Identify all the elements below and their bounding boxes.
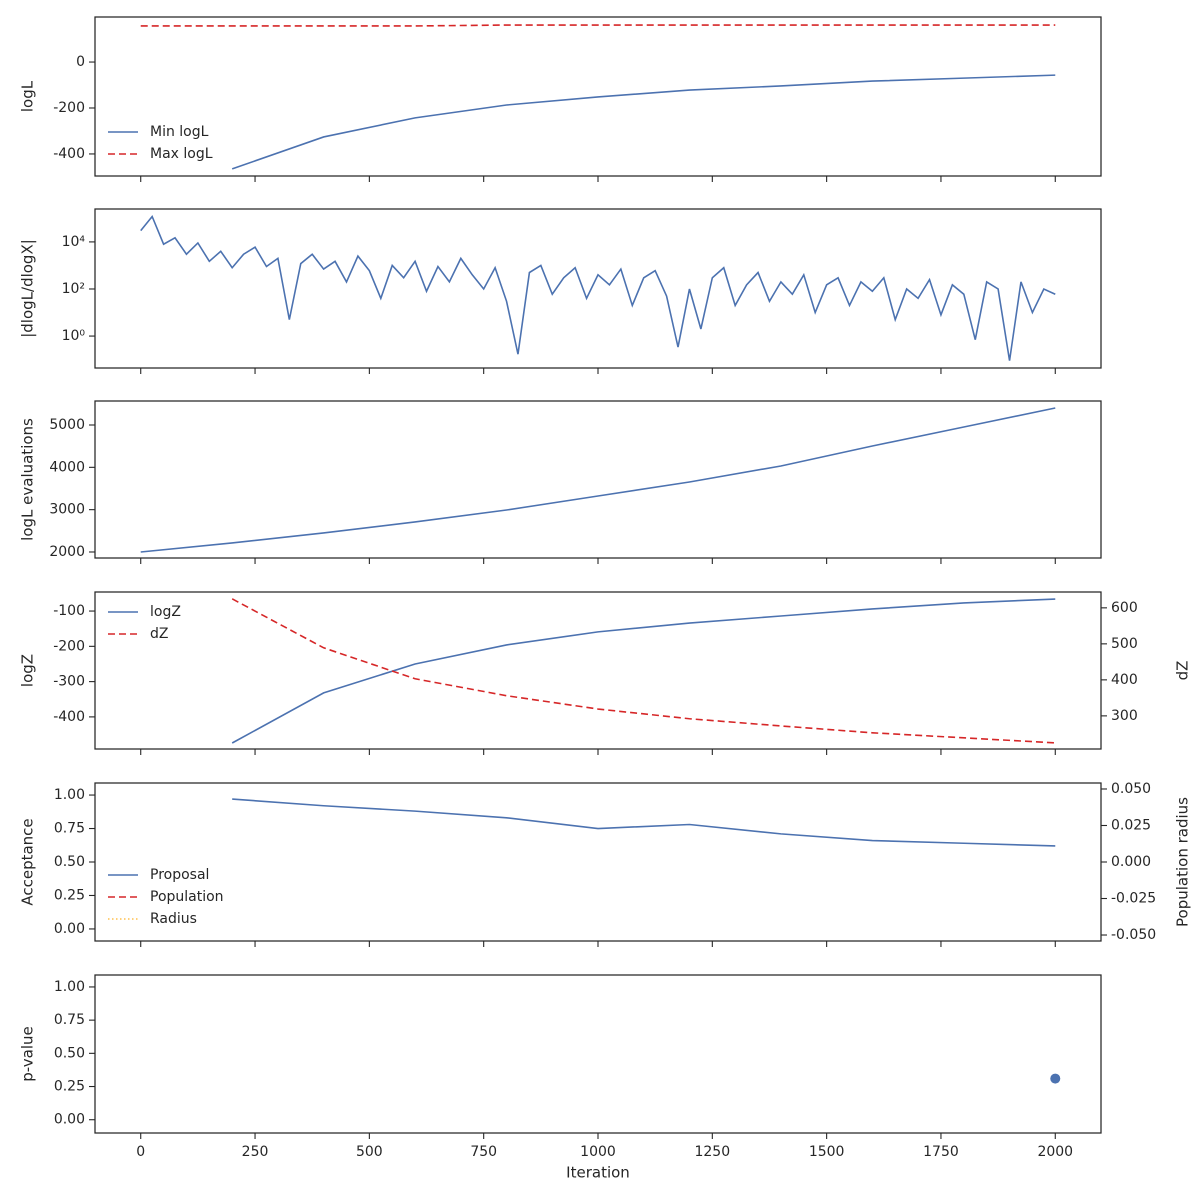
x-tick-label: 250 [242, 1144, 269, 1160]
x-tick-label: 0 [136, 1144, 145, 1160]
y2-tick-label: 300 [1111, 708, 1138, 724]
axes-frame [94, 400, 1102, 559]
y-tick-label: 5000 [49, 417, 85, 433]
legend-label: Radius [150, 911, 197, 927]
y-tick-label: 0.00 [54, 921, 85, 937]
series-line [140, 214, 1056, 361]
axes-frame [94, 208, 1102, 369]
axes-frame [94, 591, 1102, 750]
x-tick-label: 2000 [1037, 1144, 1073, 1160]
legend-label: dZ [150, 626, 168, 642]
y2-axis-label: dZ [1174, 661, 1192, 681]
legend-label: logZ [150, 604, 181, 620]
x-tick-label: 750 [470, 1144, 497, 1160]
y2-tick-label: 500 [1111, 636, 1138, 652]
y2-tick-label: 400 [1111, 672, 1138, 688]
y2-tick-label: 0.000 [1111, 854, 1151, 870]
series-line [232, 798, 1056, 847]
legend-label: Max logL [150, 146, 213, 162]
y-tick-label: 2000 [49, 544, 85, 560]
y-tick-label: -200 [53, 638, 85, 654]
y2-tick-label: -0.050 [1111, 927, 1156, 943]
series-line [231, 598, 1056, 744]
y-axis-label: p-value [19, 1026, 37, 1082]
y-tick-label: 1.00 [54, 787, 85, 803]
y-axis-label: logL [19, 80, 37, 112]
y-tick-label: -400 [53, 146, 85, 162]
scatter-point [1050, 1073, 1061, 1084]
y-tick-label: -200 [53, 100, 85, 116]
y-axis-label: |dlogL/dlogX| [19, 239, 37, 338]
axes-frame [94, 782, 1102, 942]
legend-label: Population [150, 889, 224, 905]
x-tick-label: 1500 [809, 1144, 845, 1160]
y-axis-label: logL evaluations [19, 418, 37, 541]
x-tick-label: 1250 [694, 1144, 730, 1160]
series-line [140, 24, 1056, 27]
x-tick-label: 500 [356, 1144, 383, 1160]
x-axis-label: Iteration [566, 1164, 630, 1182]
legend-label: Proposal [150, 867, 209, 883]
series-line [231, 598, 1056, 744]
y-tick-label: 0 [76, 54, 85, 70]
y-tick-label: 0.75 [54, 821, 85, 837]
y-tick-label: -100 [53, 603, 85, 619]
y-tick-label: 0.00 [54, 1112, 85, 1128]
y-tick-label: -400 [53, 709, 85, 725]
y2-axis-label: Population radius [1174, 797, 1192, 927]
series-line [231, 74, 1056, 170]
y-tick-label: 0.50 [54, 1045, 85, 1061]
y2-tick-label: 600 [1111, 600, 1138, 616]
y-axis-label: Acceptance [19, 818, 37, 905]
axes-frame [94, 974, 1102, 1134]
x-tick-label: 1750 [923, 1144, 959, 1160]
y-axis-label: logZ [19, 654, 37, 687]
y-tick-label: 10⁴ [62, 234, 86, 250]
legend-label: Min logL [150, 124, 209, 140]
y-tick-label: 10² [62, 281, 85, 297]
x-tick-label: 1000 [580, 1144, 616, 1160]
y-tick-label: 3000 [49, 502, 85, 518]
y-tick-label: 0.25 [54, 887, 85, 903]
y2-tick-label: 0.050 [1111, 781, 1151, 797]
y2-tick-label: -0.025 [1111, 891, 1156, 907]
y-tick-label: 0.25 [54, 1079, 85, 1095]
y-tick-label: 1.00 [54, 979, 85, 995]
y-tick-label: 4000 [49, 459, 85, 475]
y-tick-label: -300 [53, 674, 85, 690]
y-tick-label: 0.50 [54, 854, 85, 870]
y-tick-label: 10⁰ [62, 328, 86, 344]
y-tick-label: 0.75 [54, 1012, 85, 1028]
y2-tick-label: 0.025 [1111, 817, 1151, 833]
series-line [140, 407, 1056, 553]
